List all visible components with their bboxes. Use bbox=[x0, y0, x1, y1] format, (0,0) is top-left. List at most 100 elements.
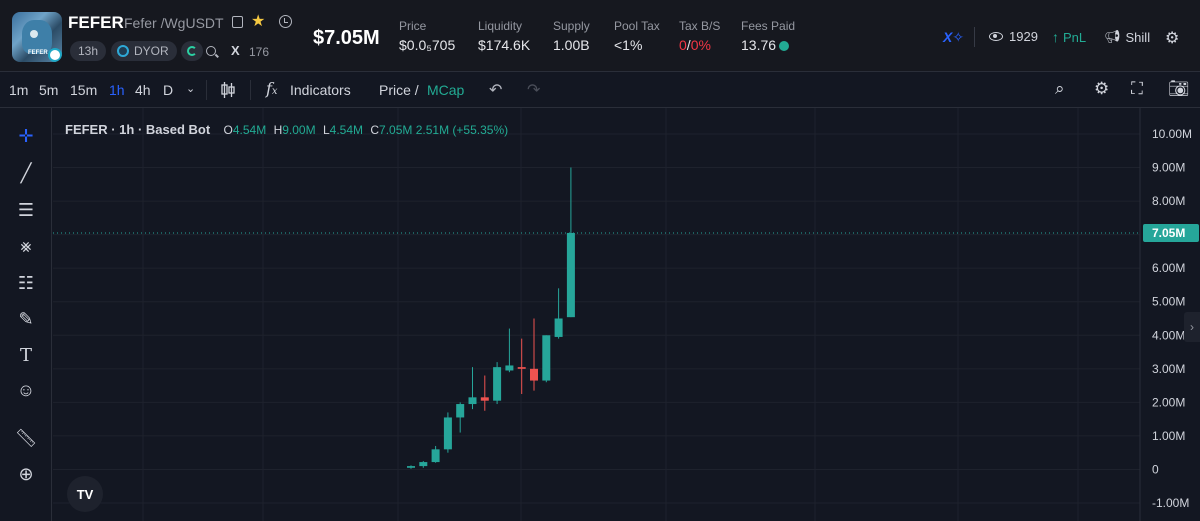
eye-icon bbox=[989, 32, 1003, 41]
audit-button[interactable] bbox=[181, 41, 203, 61]
stat-supply: Supply 1.00B bbox=[553, 19, 590, 53]
indicators-button[interactable]: Indicators bbox=[290, 82, 351, 98]
legend-close: 7.05M bbox=[379, 123, 413, 137]
legend-low: 4.54M bbox=[329, 123, 363, 137]
legend-open: 4.54M bbox=[232, 123, 267, 137]
search-icon[interactable] bbox=[206, 46, 216, 56]
fib-lines-icon[interactable]: ☰ bbox=[17, 199, 35, 220]
forecast-icon[interactable]: ☷ bbox=[17, 272, 35, 293]
pattern-icon[interactable]: ⨳ bbox=[20, 235, 32, 256]
price-toggle[interactable]: Price / bbox=[379, 82, 419, 98]
token-header: FEFER FEFER Fefer /WgUSDT ★ 13h DYOR X 1… bbox=[0, 0, 1200, 72]
drawing-toolbar: ✛ ╱ ☰ ⨳ ☷ ✎ T ☺ 📏︎ ⊕ bbox=[0, 108, 52, 521]
candle-body bbox=[431, 449, 440, 463]
timeframe-1m[interactable]: 1m bbox=[9, 82, 29, 98]
verified-badge-icon bbox=[48, 48, 62, 62]
dyor-icon bbox=[117, 45, 129, 57]
candle-body bbox=[566, 232, 575, 318]
price-chart[interactable]: 10.00M9.00M8.00M7.00M6.00M5.00M4.00M3.00… bbox=[53, 108, 1200, 521]
megaphone-icon: 📢︎ bbox=[1104, 29, 1121, 44]
text-tool-icon[interactable]: T bbox=[19, 344, 32, 366]
candles-icon[interactable] bbox=[221, 81, 235, 99]
tradingview-logo[interactable]: TV bbox=[67, 476, 103, 512]
candle-body bbox=[505, 365, 514, 371]
candle-body bbox=[443, 417, 452, 450]
timeframe-4h[interactable]: 4h bbox=[135, 82, 151, 98]
candle-body bbox=[493, 367, 502, 401]
candle-body bbox=[554, 318, 563, 337]
stat-tax-bs: Tax B/S 0/0% bbox=[679, 19, 721, 53]
y-tick-label: 3.00M bbox=[1152, 362, 1185, 376]
y-tick-label: 6.00M bbox=[1152, 261, 1185, 275]
last-price-badge bbox=[1143, 223, 1199, 242]
timeframe-1h[interactable]: 1h bbox=[109, 82, 125, 98]
quick-search-icon[interactable]: ⌕ bbox=[1055, 79, 1065, 98]
zoom-in-icon[interactable]: ⊕ bbox=[18, 463, 34, 484]
token-avatar[interactable]: FEFER bbox=[12, 12, 62, 62]
timeframe-d[interactable]: D bbox=[163, 82, 174, 98]
indicators-icon[interactable]: fx bbox=[266, 79, 278, 98]
legend-high: 9.00M bbox=[282, 123, 316, 137]
undo-icon[interactable]: ↶ bbox=[489, 82, 503, 99]
stat-liquidity: Liquidity $174.6K bbox=[478, 19, 531, 53]
x-follower-count: 176 bbox=[249, 45, 270, 59]
candle-body bbox=[517, 367, 526, 369]
toolbar-divider bbox=[250, 80, 251, 100]
trend-line-icon[interactable]: ╱ bbox=[20, 162, 32, 183]
chart-toolbar: 1m 5m 15m 1h 4h D ⌄ fx Indicators Price … bbox=[0, 72, 1200, 108]
dyor-button[interactable]: DYOR bbox=[111, 41, 177, 61]
pnl-button[interactable]: ↑ PnL bbox=[1052, 29, 1087, 45]
ohlc-legend: FEFER · 1h · Based Bot O4.54M H9.00M L4.… bbox=[65, 122, 509, 137]
stat-fees-paid: Fees Paid 13.76 bbox=[741, 19, 796, 53]
candle-body bbox=[407, 466, 415, 468]
clock-icon[interactable] bbox=[279, 15, 292, 28]
token-pair: Fefer /WgUSDT bbox=[124, 15, 224, 31]
candle-body bbox=[419, 462, 428, 467]
copy-icon[interactable] bbox=[232, 16, 243, 28]
fullscreen-icon[interactable]: ⛶ bbox=[1131, 79, 1143, 98]
views-count: 1929 bbox=[989, 29, 1038, 44]
legend-title: FEFER · 1h · Based Bot bbox=[65, 122, 211, 137]
star-icon[interactable]: ★ bbox=[251, 13, 266, 30]
timeframe-15m[interactable]: 15m bbox=[70, 82, 98, 98]
redo-icon: ↷ bbox=[527, 82, 541, 99]
y-tick-label: 2.00M bbox=[1152, 395, 1185, 409]
shill-button[interactable]: 📢︎ Shill bbox=[1104, 29, 1151, 45]
settings-gear-icon[interactable]: ⚙ bbox=[1165, 30, 1180, 47]
chevron-down-icon[interactable]: ⌄ bbox=[186, 83, 196, 95]
stat-pool-tax: Pool Tax <1% bbox=[614, 19, 660, 53]
y-tick-label: 1.00M bbox=[1152, 429, 1185, 443]
audit-icon bbox=[187, 46, 197, 56]
y-tick-label: 10.00M bbox=[1152, 127, 1192, 141]
ruler-icon[interactable]: 📏︎ bbox=[14, 427, 38, 448]
market-cap-value: $7.05M bbox=[313, 27, 380, 49]
toolbar-divider bbox=[206, 80, 207, 100]
camera-icon[interactable]: 📷︎ bbox=[1168, 79, 1190, 98]
chart-canvas[interactable]: 10.00M9.00M8.00M7.00M6.00M5.00M4.00M3.00… bbox=[53, 108, 1200, 521]
emoji-icon[interactable]: ☺ bbox=[16, 379, 36, 400]
candle-body bbox=[542, 335, 551, 381]
x-star-icon[interactable]: X✧ bbox=[943, 29, 965, 45]
candle-body bbox=[530, 368, 538, 381]
age-badge: 13h bbox=[70, 41, 107, 61]
fees-info-icon[interactable] bbox=[779, 41, 790, 51]
header-divider bbox=[974, 27, 975, 47]
mcap-toggle[interactable]: MCap bbox=[427, 82, 465, 98]
candle-body bbox=[468, 397, 477, 405]
candle-body bbox=[480, 397, 489, 401]
crosshair-icon[interactable]: ✛ bbox=[18, 125, 34, 146]
legend-change: 2.51M (+55.35%) bbox=[415, 123, 509, 137]
y-tick-label: 9.00M bbox=[1152, 161, 1185, 175]
stat-price: Price $0.0₅705 bbox=[399, 19, 456, 53]
last-price-label: 7.05M bbox=[1152, 226, 1185, 240]
y-tick-label: 8.00M bbox=[1152, 194, 1185, 208]
chart-settings-icon[interactable]: ⚙ bbox=[1094, 79, 1110, 98]
brush-icon[interactable]: ✎ bbox=[18, 308, 34, 329]
y-tick-label: -1.00M bbox=[1152, 496, 1189, 510]
timeframe-5m[interactable]: 5m bbox=[39, 82, 59, 98]
scroll-right-icon[interactable]: › bbox=[1184, 312, 1200, 342]
y-tick-label: 5.00M bbox=[1152, 295, 1185, 309]
token-symbol: FEFER bbox=[68, 13, 124, 32]
x-icon[interactable]: X bbox=[231, 43, 240, 58]
y-tick-label: 0 bbox=[1152, 462, 1159, 476]
